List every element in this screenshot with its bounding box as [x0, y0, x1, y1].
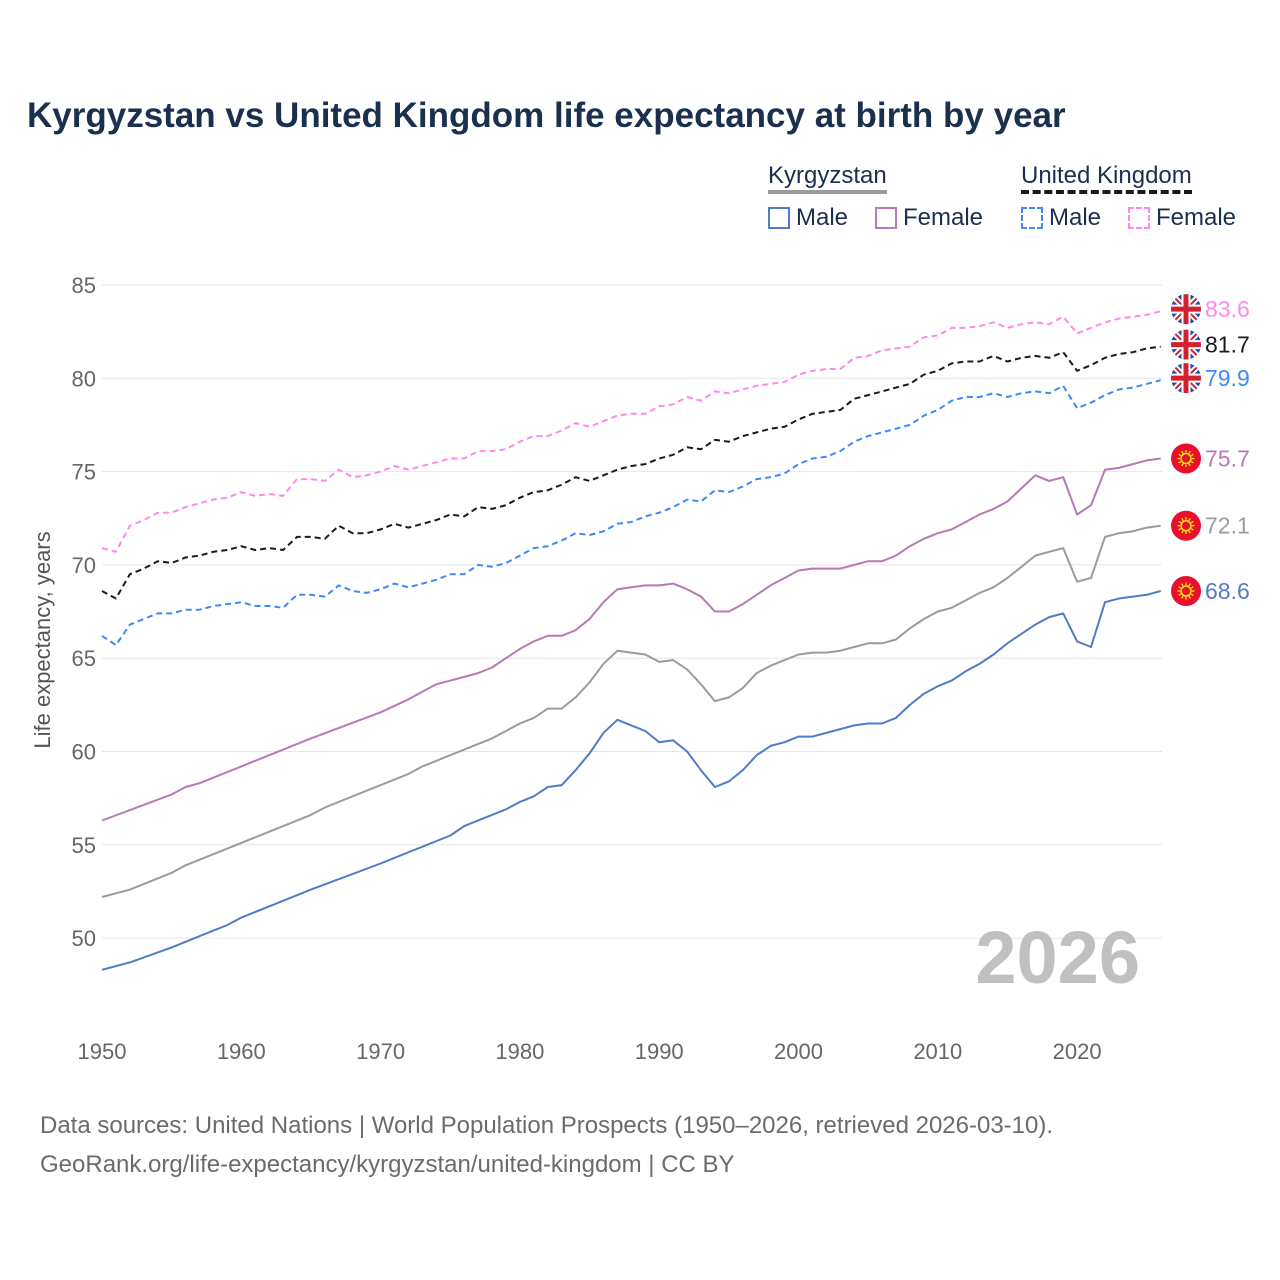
legend-swatch [768, 207, 790, 229]
legend-swatch [1021, 207, 1043, 229]
end-value-label: 72.1 [1205, 513, 1250, 539]
legend-group-title: United Kingdom [1021, 162, 1192, 194]
uk-flag-icon [1171, 329, 1201, 360]
end-value-label: 81.7 [1205, 332, 1250, 358]
legend-item-uk-female[interactable]: Female [1128, 204, 1236, 232]
end-value-label: 75.7 [1205, 446, 1250, 472]
end-value-label: 83.6 [1205, 296, 1250, 322]
y-tick-label: 70 [72, 553, 96, 578]
series-line-kyrgyzstan-female [101, 457, 1161, 822]
kyrgyzstan-flag-icon [1171, 443, 1201, 474]
year-watermark: 2026 [975, 916, 1140, 999]
end-value-label: 68.6 [1205, 578, 1250, 604]
end-value-label: 79.9 [1205, 365, 1250, 391]
legend-label: Male [796, 204, 849, 231]
series-line-united-kingdom-female [101, 310, 1161, 553]
footer-sources: Data sources: United Nations | World Pop… [40, 1112, 1054, 1139]
footer: Data sources: United Nations | World Pop… [40, 1106, 1053, 1184]
x-tick-label: 2000 [774, 1039, 823, 1064]
series-line-united-kingdom-total [101, 345, 1161, 600]
x-tick-label: 1980 [495, 1039, 544, 1064]
legend-item-uk-male[interactable]: Male [1021, 204, 1101, 232]
series-line-kyrgyzstan-male [101, 590, 1161, 971]
y-tick-label: 85 [72, 273, 96, 298]
x-tick-label: 1990 [635, 1039, 684, 1064]
y-tick-label: 55 [72, 833, 96, 858]
y-tick-label: 65 [72, 646, 96, 671]
legend-swatch [875, 207, 897, 229]
legend-label: Female [1156, 204, 1237, 231]
legend-swatch [1128, 207, 1150, 229]
y-tick-label: 50 [72, 926, 96, 951]
legend-item-kyrgyzstan-male[interactable]: Male [768, 204, 848, 232]
kyrgyzstan-flag-icon [1171, 576, 1201, 607]
chart-title: Kyrgyzstan vs United Kingdom life expect… [27, 96, 1066, 135]
series-line-kyrgyzstan-total [101, 524, 1161, 898]
uk-flag-icon [1171, 294, 1201, 325]
legend-group-title: Kyrgyzstan [768, 162, 887, 194]
legend-item-kyrgyzstan-female[interactable]: Female [875, 204, 983, 232]
legend-label: Female [903, 204, 984, 231]
series-line-united-kingdom-male [101, 379, 1161, 647]
legend-label: Male [1049, 204, 1102, 231]
x-tick-label: 2010 [913, 1039, 962, 1064]
x-tick-label: 1960 [217, 1039, 266, 1064]
kyrgyzstan-flag-icon [1171, 510, 1201, 541]
footer-link[interactable]: GeoRank.org/life-expectancy/kyrgyzstan/u… [40, 1151, 735, 1178]
y-tick-label: 60 [72, 740, 96, 765]
y-tick-label: 75 [72, 460, 96, 485]
uk-flag-icon [1171, 363, 1201, 394]
y-tick-label: 80 [72, 366, 96, 391]
x-tick-label: 2020 [1053, 1039, 1102, 1064]
y-axis-title: Life expectancy, years [30, 531, 55, 748]
x-tick-label: 1970 [356, 1039, 405, 1064]
x-tick-label: 1950 [78, 1039, 127, 1064]
